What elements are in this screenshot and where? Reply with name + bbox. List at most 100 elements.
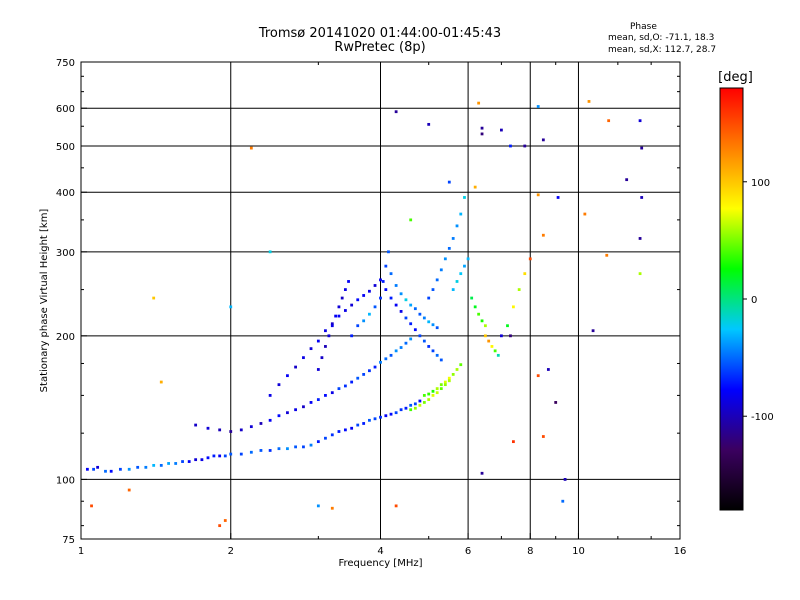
data-point <box>356 298 360 302</box>
data-point <box>324 436 327 440</box>
data-point <box>480 132 484 136</box>
data-point <box>343 288 347 291</box>
data-point <box>512 440 515 444</box>
data-point <box>362 422 366 425</box>
data-point <box>394 303 398 307</box>
data-point <box>409 403 413 407</box>
data-point <box>463 196 466 199</box>
data-point <box>127 467 131 471</box>
data-point <box>384 414 388 418</box>
data-point <box>409 337 413 341</box>
data-point <box>640 146 644 150</box>
data-point <box>152 463 156 467</box>
data-point <box>605 253 609 257</box>
data-point <box>431 349 435 353</box>
data-point <box>381 280 385 283</box>
data-point <box>268 250 272 254</box>
data-point <box>206 426 210 430</box>
x-tick-label: 4 <box>377 546 383 557</box>
x-tick-label: 6 <box>465 546 471 557</box>
data-point <box>427 345 431 348</box>
data-point <box>259 422 263 425</box>
data-point <box>159 380 163 384</box>
data-point <box>337 314 341 318</box>
x-tick-label: 1 <box>78 546 84 557</box>
data-point <box>302 445 305 449</box>
data-point <box>413 402 417 406</box>
data-point <box>277 447 281 451</box>
data-point <box>337 430 341 433</box>
data-point <box>330 506 334 510</box>
data-point <box>187 460 191 463</box>
data-point <box>493 349 497 353</box>
data-point <box>350 426 354 430</box>
y-tick-label: 400 <box>56 188 75 199</box>
y-axis: 75 100 200 300 400 500 600 750 <box>56 58 680 546</box>
y-tick-label: 500 <box>56 142 75 153</box>
data-point <box>459 363 463 367</box>
data-point <box>466 257 470 261</box>
data-point <box>309 443 313 447</box>
data-point <box>427 398 431 401</box>
data-point <box>541 138 545 142</box>
data-point <box>379 296 382 300</box>
data-point <box>320 356 324 360</box>
data-point <box>451 373 455 376</box>
data-point <box>561 499 565 503</box>
data-point <box>418 403 422 407</box>
y-tick-label: 600 <box>56 104 75 115</box>
data-point <box>480 126 484 130</box>
x-tick-label: 16 <box>674 546 687 557</box>
data-point <box>343 309 347 312</box>
data-point <box>343 428 347 432</box>
data-point <box>541 435 545 438</box>
data-point <box>277 414 281 418</box>
data-point <box>431 394 435 397</box>
data-point <box>302 405 305 409</box>
data-point <box>379 360 382 364</box>
data-point <box>159 463 163 467</box>
data-point <box>483 324 487 328</box>
data-point <box>368 312 371 316</box>
colorbar-tick-label: 0 <box>751 295 757 306</box>
data-point <box>439 268 443 272</box>
data-point <box>523 272 527 276</box>
data-point <box>394 284 398 287</box>
data-point <box>404 316 408 320</box>
data-point <box>473 185 477 189</box>
data-point <box>443 257 447 261</box>
x-tick-label: 10 <box>572 546 585 557</box>
data-point <box>427 296 431 300</box>
data-point <box>218 524 222 528</box>
data-point <box>536 105 540 108</box>
data-point <box>316 368 320 371</box>
data-point <box>350 334 354 338</box>
data-point <box>640 196 644 199</box>
data-point <box>389 272 393 276</box>
data-point <box>409 303 413 307</box>
data-point <box>330 324 334 328</box>
data-point <box>439 383 443 387</box>
data-point <box>268 394 272 397</box>
data-point <box>212 454 216 458</box>
data-point <box>455 280 459 283</box>
data-point <box>399 346 403 349</box>
data-point <box>194 458 198 462</box>
data-point <box>435 391 439 395</box>
data-point <box>389 412 393 416</box>
data-point <box>394 349 398 353</box>
data-point <box>373 417 377 421</box>
data-point <box>384 288 388 291</box>
data-point <box>541 233 545 237</box>
data-point <box>330 322 334 326</box>
data-point <box>239 428 243 432</box>
data-point <box>362 319 366 323</box>
data-point <box>324 329 327 333</box>
data-point <box>340 296 344 300</box>
data-point <box>404 406 408 410</box>
colorbar-tick-label: -100 <box>751 412 774 423</box>
y-tick-label: 300 <box>56 248 75 259</box>
data-point <box>536 374 540 378</box>
colorbar-tick-label: 100 <box>751 178 770 189</box>
data-point <box>118 467 122 471</box>
